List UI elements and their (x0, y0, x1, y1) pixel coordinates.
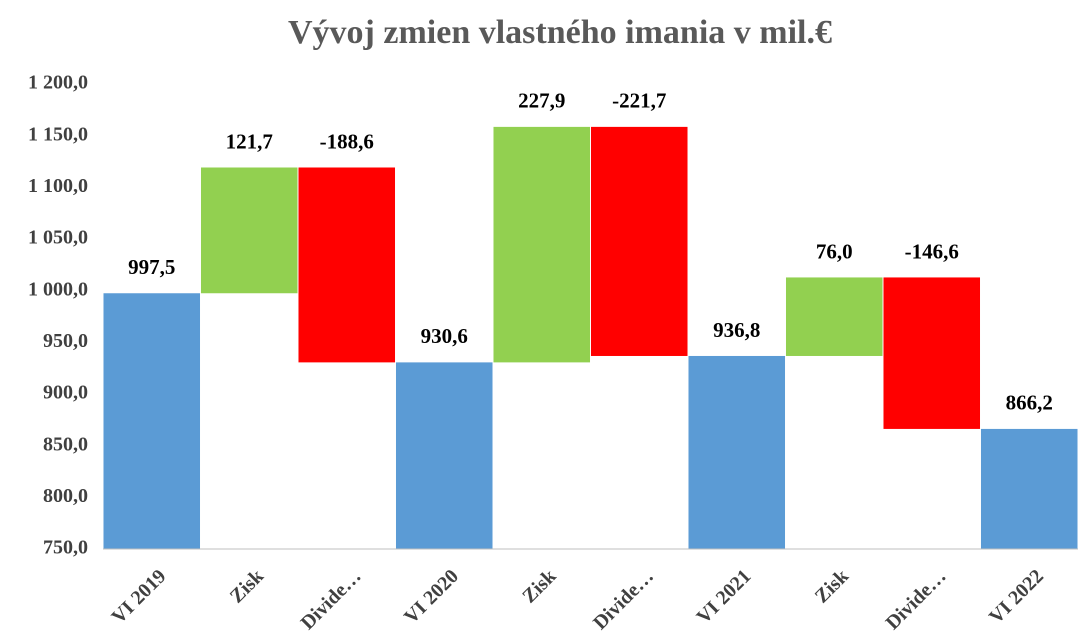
bar (883, 277, 981, 429)
data-label: -221,7 (612, 89, 666, 113)
bar (200, 167, 298, 294)
x-tick-label: Divide… (297, 565, 366, 633)
y-tick-label: 1 150,0 (28, 123, 88, 145)
data-label: 121,7 (226, 129, 273, 153)
chart-title: Vývoj zmien vlastného imania v mil.€ (288, 14, 832, 51)
data-label: 936,8 (713, 318, 760, 342)
data-label: 930,6 (421, 324, 468, 348)
y-tick-label: 750,0 (43, 537, 88, 559)
data-label: 76,0 (816, 239, 853, 263)
data-label: -146,6 (905, 239, 959, 263)
x-tick-label: VI 2019 (107, 565, 170, 628)
bar (395, 362, 493, 549)
x-tick-label: Divide… (882, 565, 951, 633)
y-tick-label: 1 200,0 (28, 72, 88, 94)
data-label: -188,6 (320, 129, 374, 153)
data-label: 227,9 (518, 89, 565, 113)
y-tick-label: 1 050,0 (28, 227, 88, 249)
bar (493, 126, 591, 363)
x-tick-label: VI 2021 (692, 565, 755, 628)
data-label: 997,5 (128, 255, 175, 279)
y-tick-label: 800,0 (43, 485, 88, 507)
x-tick-label: Divide… (589, 565, 658, 633)
x-tick-label: VI 2022 (985, 565, 1048, 628)
x-tick-label: Zisk (518, 565, 561, 608)
bar (298, 167, 396, 363)
y-tick-label: 950,0 (43, 330, 88, 352)
x-tick-label: Zisk (811, 565, 854, 608)
bar (785, 277, 883, 356)
data-label: 866,2 (1006, 391, 1053, 415)
y-tick-label: 1 000,0 (28, 278, 88, 300)
y-tick-label: 1 100,0 (28, 175, 88, 197)
bar (980, 428, 1078, 549)
y-tick-label: 850,0 (43, 433, 88, 455)
bar (688, 355, 786, 549)
x-tick-label: Zisk (226, 565, 269, 608)
bar (103, 293, 201, 549)
bar (590, 126, 688, 356)
x-tick-label: VI 2020 (400, 565, 463, 628)
y-tick-label: 900,0 (43, 382, 88, 404)
